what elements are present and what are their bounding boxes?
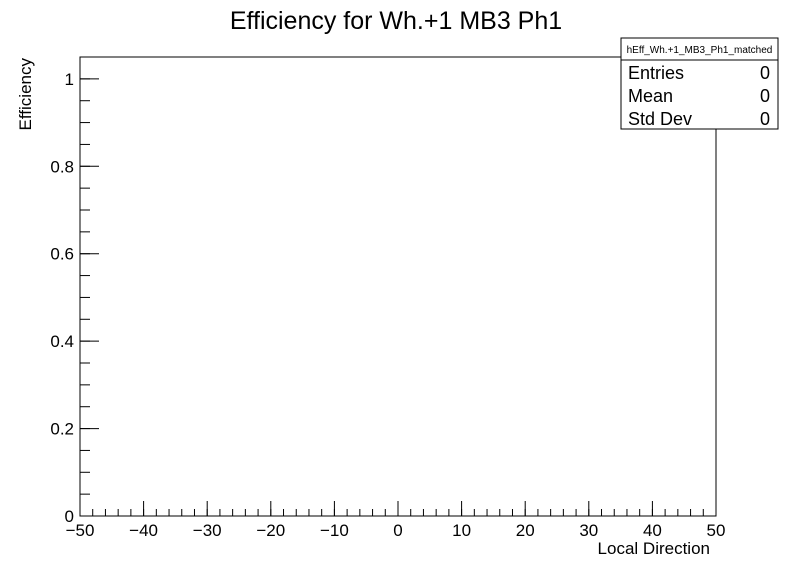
y-axis-ticks [80, 56, 99, 517]
y-tick-label: 0.6 [50, 245, 74, 264]
y-axis-tick-labels: 0 0.2 0.4 0.6 0.8 1 [50, 70, 74, 526]
y-tick-label: 0 [65, 507, 74, 526]
x-tick-label: −40 [129, 521, 158, 540]
stats-mean-value: 0 [760, 86, 770, 106]
y-tick-label: 0.8 [50, 157, 74, 176]
y-tick-label: 1 [65, 70, 74, 89]
x-tick-label: −20 [256, 521, 285, 540]
chart-title: Efficiency for Wh.+1 MB3 Ph1 [230, 7, 562, 35]
x-axis-ticks [79, 501, 717, 516]
y-tick-label: 0.2 [50, 420, 74, 439]
x-tick-label: 10 [452, 521, 471, 540]
x-tick-label: 50 [707, 521, 726, 540]
stats-entries-value: 0 [760, 63, 770, 83]
x-tick-label: 20 [516, 521, 535, 540]
y-tick-label: 0.4 [50, 332, 74, 351]
stats-stddev-value: 0 [760, 109, 770, 129]
stats-box: hEff_Wh.+1_MB3_Ph1_matched Entries 0 Mea… [620, 37, 779, 130]
stats-box-title: hEff_Wh.+1_MB3_Ph1_matched [627, 45, 773, 56]
stats-box-frame [620, 37, 779, 130]
x-tick-label: −30 [193, 521, 222, 540]
stats-mean-label: Mean [628, 86, 673, 106]
x-tick-label: 40 [643, 521, 662, 540]
x-tick-label: 0 [393, 521, 402, 540]
x-axis-label: Local Direction [598, 539, 710, 558]
x-tick-label: −50 [66, 521, 95, 540]
x-axis-tick-labels: −50 −40 −30 −20 −10 0 10 20 30 40 50 [66, 521, 726, 540]
x-tick-label: −10 [320, 521, 349, 540]
x-tick-label: 30 [579, 521, 598, 540]
y-axis-label: Efficiency [16, 58, 35, 131]
stats-entries-label: Entries [628, 63, 684, 83]
stats-stddev-label: Std Dev [628, 109, 692, 129]
